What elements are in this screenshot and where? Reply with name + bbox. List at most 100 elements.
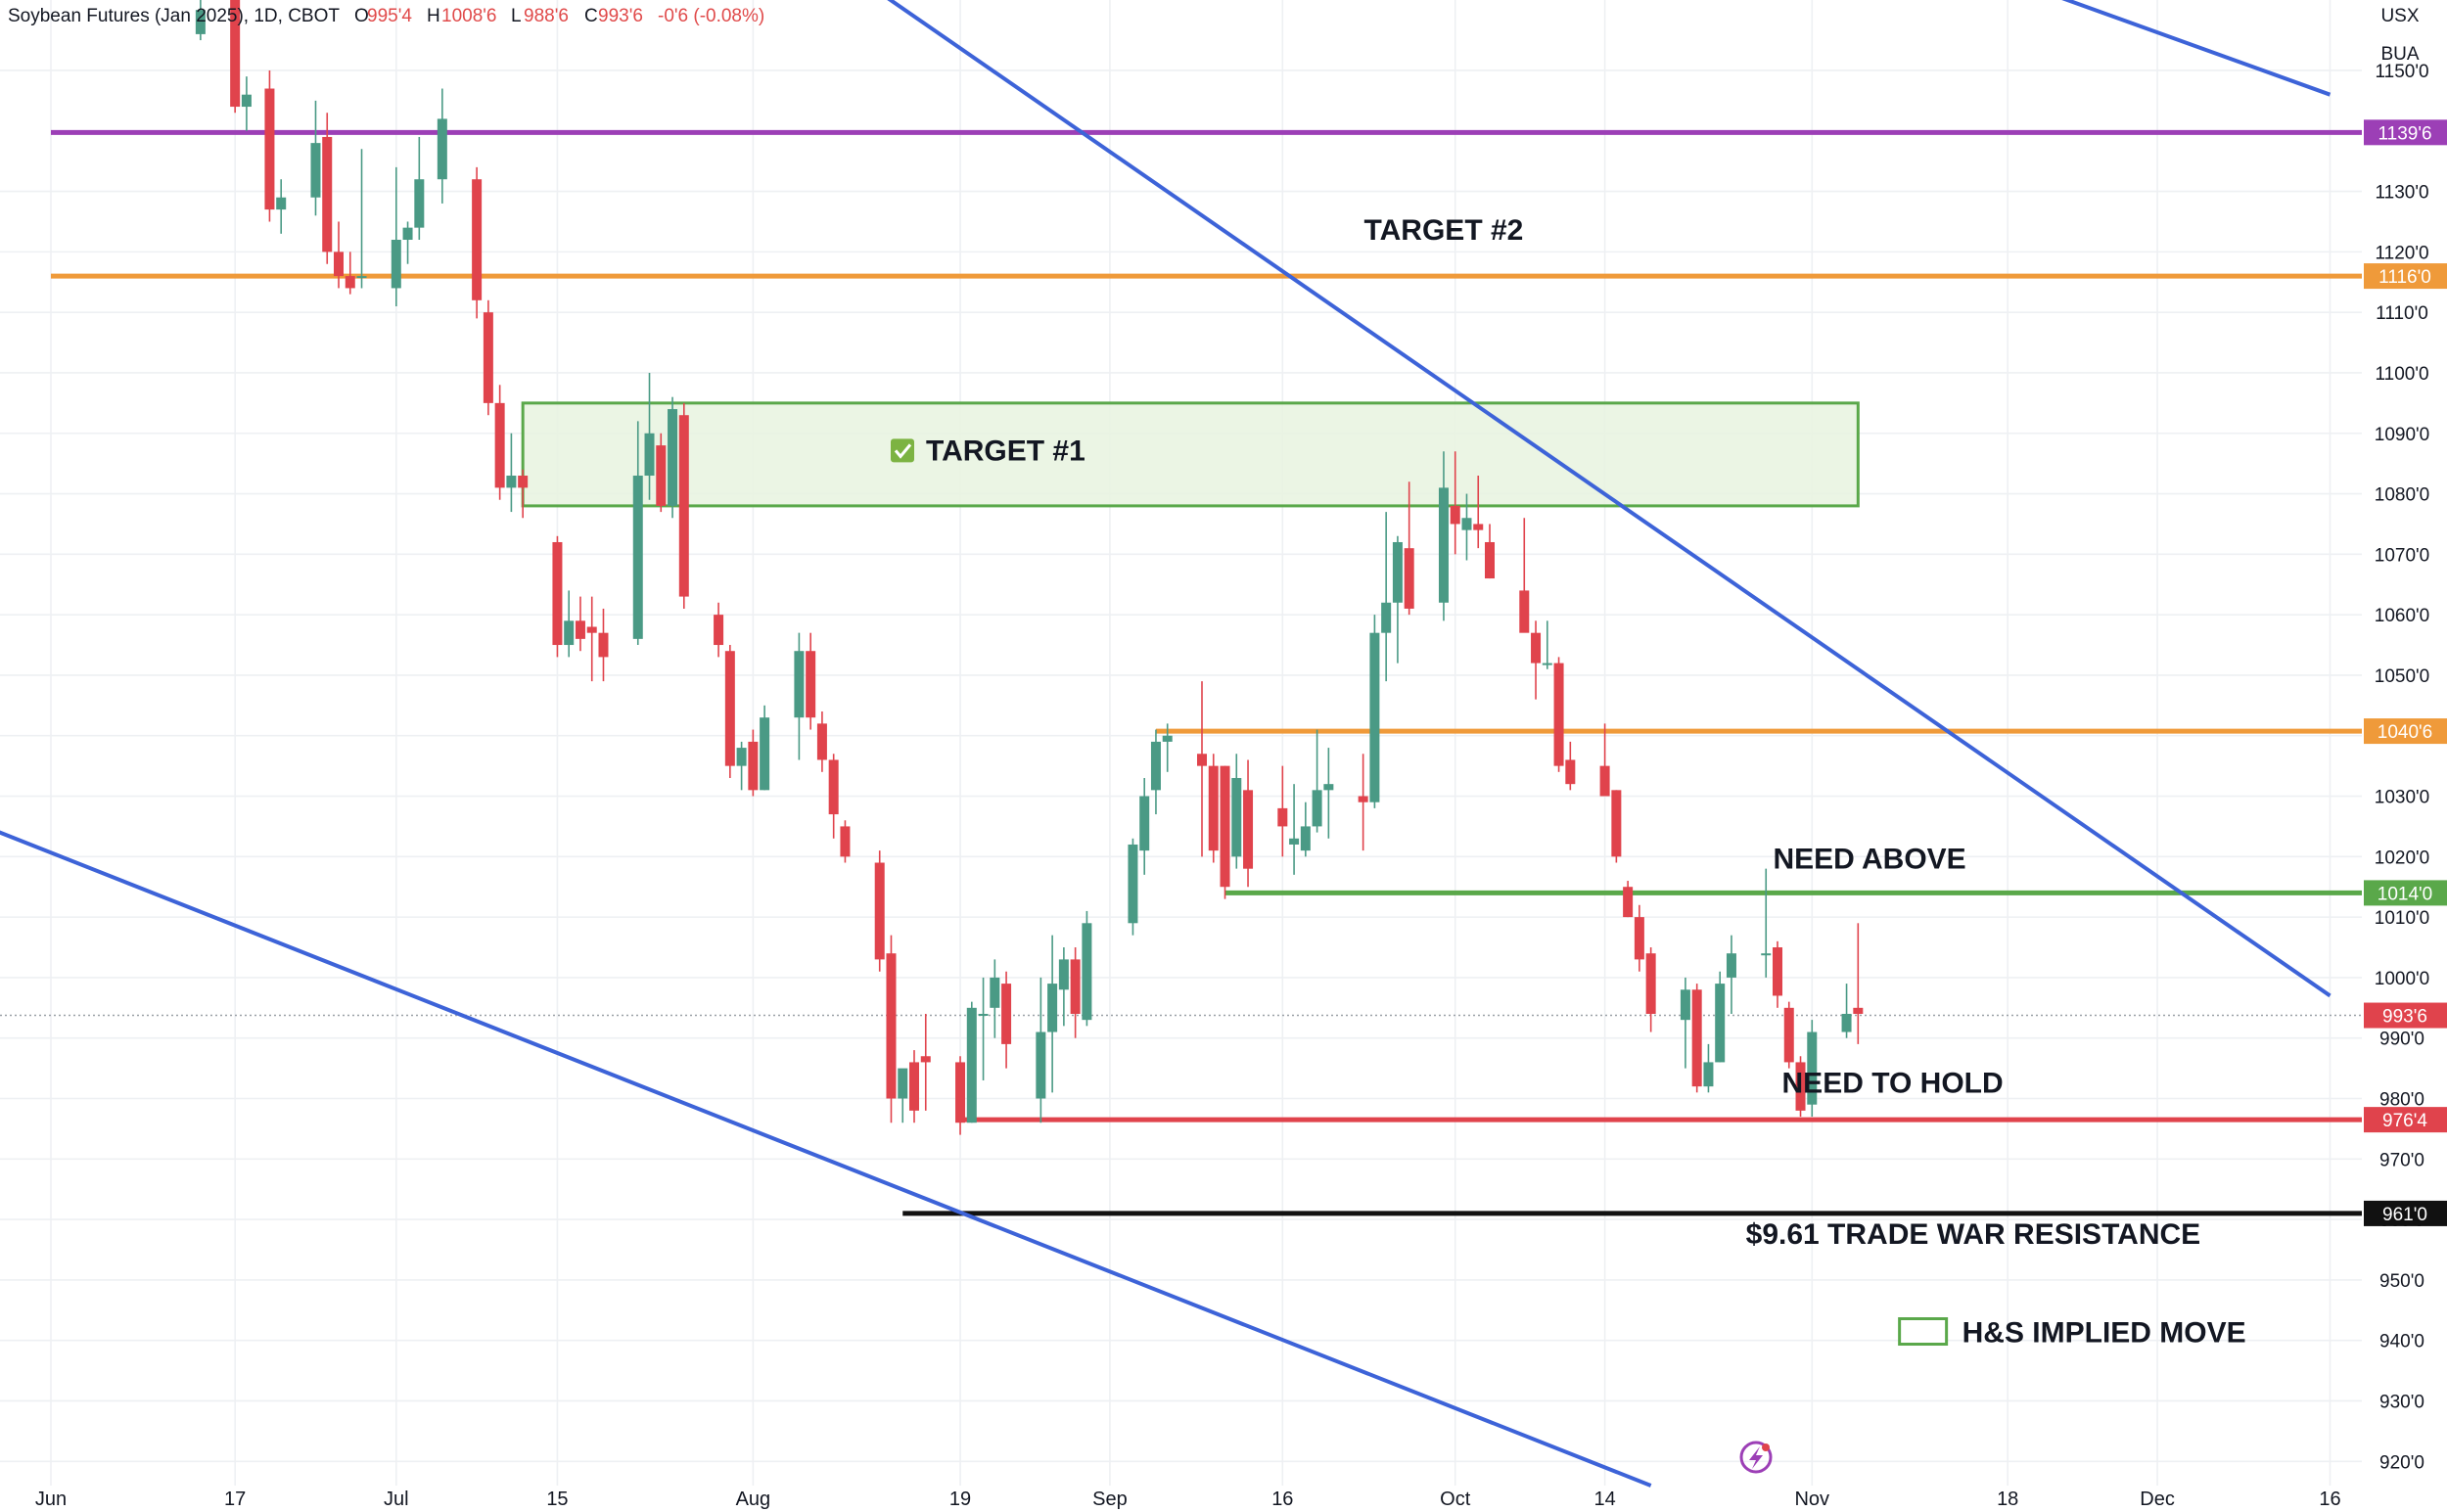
candle-body — [322, 136, 333, 252]
candle-body — [518, 476, 529, 488]
time-axis: Jun 17 Jul 15 Aug 19 Sep 16 Oct 14 Nov 18 Dec 16 — [35, 1489, 2341, 1510]
price-tag — [2364, 1107, 2447, 1133]
candle-body — [1773, 947, 1782, 996]
candle — [1162, 723, 1173, 772]
candle-body — [1312, 790, 1322, 827]
price-tag-label: 1040'6 — [2378, 722, 2432, 743]
candle — [1438, 451, 1449, 621]
time-tick-label: 15 — [546, 1489, 568, 1510]
candle-body — [276, 197, 287, 210]
target-1-label: TARGET #1 — [926, 435, 1085, 467]
candle-body — [920, 1056, 931, 1063]
candle — [414, 136, 425, 241]
candle — [1128, 838, 1138, 936]
candle — [955, 1056, 966, 1135]
candle-body — [1128, 844, 1138, 924]
candle — [1485, 524, 1495, 579]
candle-body — [1703, 1062, 1714, 1087]
open-label: O — [354, 6, 369, 26]
candle — [345, 252, 355, 295]
candle — [1841, 984, 1852, 1038]
time-tick-label: Oct — [1440, 1489, 1471, 1510]
candle-body — [678, 415, 689, 597]
candle — [1312, 729, 1322, 833]
candle-body — [656, 445, 667, 506]
candle — [483, 299, 493, 416]
candle-body — [1531, 632, 1542, 664]
checkmark-icon — [891, 438, 914, 463]
price-tick-label: 1060'0 — [2375, 606, 2429, 626]
horizontal-levels — [0, 129, 2362, 1216]
candle-body — [494, 402, 505, 488]
candle-body — [1599, 765, 1610, 797]
price-tick-label: 930'0 — [2379, 1392, 2424, 1412]
candle — [1404, 481, 1414, 616]
candle-body — [1611, 790, 1622, 857]
time-tick-label: Sep — [1092, 1489, 1128, 1510]
candle-body — [334, 252, 344, 277]
candle — [678, 402, 689, 609]
candle-body — [1519, 590, 1530, 633]
candle — [806, 632, 816, 730]
price-tag-label: 1139'6 — [2378, 123, 2431, 144]
candle — [1773, 940, 1782, 1008]
candle — [724, 645, 735, 778]
candle-body — [1231, 777, 1242, 857]
candle-body — [760, 717, 770, 791]
price-tick-label: 1020'0 — [2375, 848, 2429, 868]
candle-body — [1289, 838, 1300, 845]
candle — [564, 590, 575, 658]
candle-body — [356, 276, 367, 279]
candle — [230, 0, 241, 114]
candle — [1381, 512, 1392, 682]
annotation-label: NEED ABOVE — [1773, 844, 1965, 876]
candle — [1208, 754, 1219, 863]
candle — [1634, 904, 1644, 972]
time-tick-label: Jul — [384, 1489, 409, 1510]
candle — [310, 100, 321, 216]
candle — [1277, 765, 1288, 857]
price-tag — [2364, 119, 2447, 146]
unit-label[interactable]: BUA — [2380, 44, 2419, 65]
candle-body — [1761, 953, 1772, 956]
change-value: -0'6 (-0.08%) — [658, 6, 764, 26]
candle — [1220, 765, 1230, 899]
time-tick-label: 19 — [949, 1489, 971, 1510]
time-tick-label: Aug — [736, 1489, 771, 1510]
candle-body — [714, 615, 724, 646]
candle — [1058, 947, 1069, 1027]
price-tick-label: 950'0 — [2379, 1271, 2424, 1292]
grid — [0, 0, 2362, 1486]
candle-body — [794, 651, 805, 718]
trendline — [887, 0, 2332, 998]
candle-body — [1070, 959, 1081, 1014]
candle-body — [1853, 1007, 1864, 1014]
price-tick-label: 990'0 — [2379, 1030, 2424, 1050]
candle-body — [736, 748, 747, 766]
candle-body — [668, 409, 678, 506]
candle — [1599, 723, 1610, 797]
candle — [241, 76, 252, 131]
bolt-icon[interactable] — [1739, 1441, 1773, 1474]
candle — [1358, 754, 1368, 851]
candle-body — [1404, 548, 1414, 609]
candle — [1150, 729, 1161, 815]
price-tag-label: 961'0 — [2382, 1205, 2427, 1225]
candle-body — [575, 620, 585, 639]
candle-body — [1715, 984, 1726, 1063]
symbol-title[interactable]: Soybean Futures (Jan 2025), 1D, CBOT — [8, 6, 340, 26]
time-tick-label: 14 — [1593, 1489, 1615, 1510]
candle — [276, 179, 287, 234]
candle — [586, 596, 597, 682]
price-tag-label: 976'4 — [2382, 1111, 2427, 1131]
candle-body — [1150, 741, 1161, 791]
low-value: 988'6 — [524, 6, 569, 26]
candle-body — [1553, 663, 1564, 766]
currency-label[interactable]: USX — [2380, 6, 2419, 26]
candle-body — [1691, 989, 1702, 1087]
candle-body — [898, 1068, 908, 1099]
candle — [1450, 451, 1460, 555]
time-tick-label: 18 — [1997, 1489, 2018, 1510]
candle-body — [1036, 1031, 1046, 1099]
